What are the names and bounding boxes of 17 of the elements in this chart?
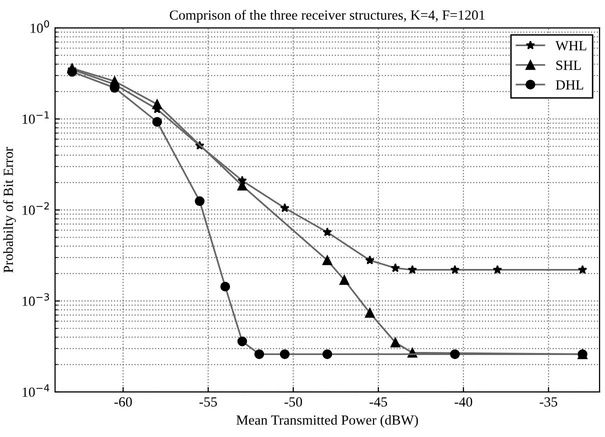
x-axis-title: Mean Transmitted Power (dBW) — [236, 415, 418, 428]
x-tick-label: -35 — [540, 397, 558, 407]
x-tick-label: -55 — [199, 397, 217, 407]
x-tick-label: -50 — [284, 397, 302, 407]
x-tick-label: -40 — [454, 397, 472, 407]
y-tick-label: 10$^{0}$ — [30, 20, 50, 33]
legend-label: DHL — [556, 80, 584, 90]
chart-title: Comprison of the three receiver structures, K=4, F=1201 — [170, 10, 485, 23]
y-tick-label: 10$^{−2}$ — [22, 202, 49, 215]
y-tick-label: 10$^{−4}$ — [22, 384, 50, 397]
legend-label: SHL — [556, 60, 581, 70]
y-axis-title: Probabilty of Bit Error — [3, 147, 16, 273]
x-tick-label: -45 — [370, 397, 388, 407]
y-tick-label: 10$^{−3}$ — [22, 293, 50, 306]
legend-label: WHL — [555, 41, 586, 50]
x-tick-label: -60 — [114, 397, 132, 407]
y-tick-label: 10$^{−1}$ — [22, 111, 49, 124]
